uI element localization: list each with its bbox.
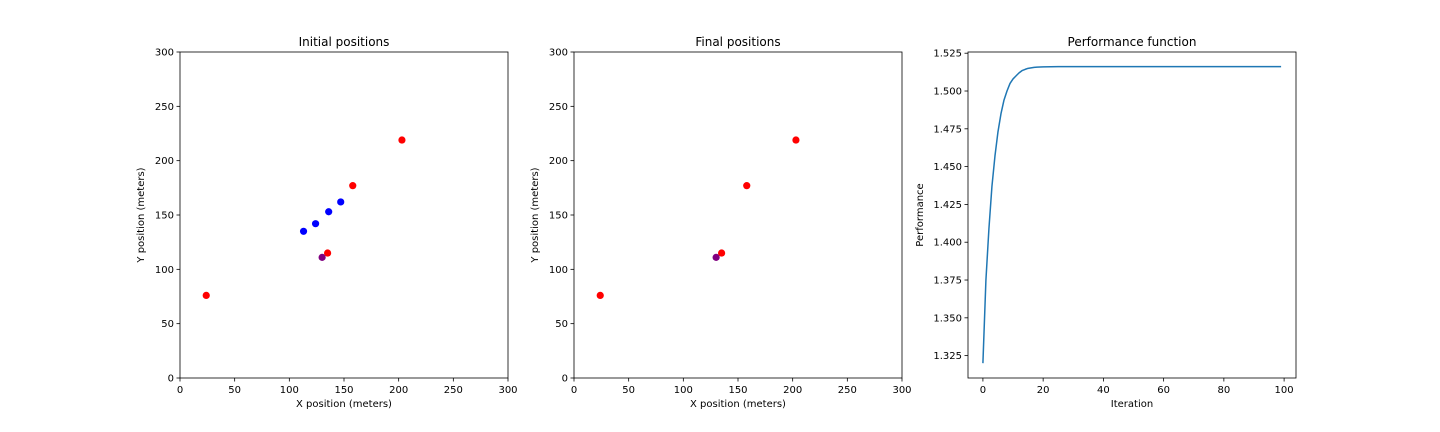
x-tick-label: 100 <box>1275 385 1294 396</box>
y-tick-label: 50 <box>161 319 174 330</box>
data-point <box>596 291 604 300</box>
y-tick-label: 300 <box>155 48 174 59</box>
axes-frame <box>967 51 1297 379</box>
y-axis-label: Y position (meters) <box>530 167 541 263</box>
y-tick-label: 150 <box>155 211 174 222</box>
x-tick-label: 300 <box>498 385 517 396</box>
y-tick-label: 250 <box>549 102 568 113</box>
y-tick-label: 1.350 <box>933 313 962 324</box>
data-point <box>712 253 720 261</box>
x-axis-label: Iteration <box>1111 399 1153 410</box>
chart-title: Final positions <box>695 35 780 49</box>
y-tick-label: 100 <box>549 265 568 276</box>
y-tick-label: 1.400 <box>933 238 962 249</box>
y-tick-label: 0 <box>168 374 174 385</box>
data-point <box>318 253 326 261</box>
y-tick-label: 1.450 <box>933 162 962 173</box>
x-tick-label: 150 <box>334 385 353 396</box>
x-tick-label: 80 <box>1217 385 1230 396</box>
y-tick-label: 100 <box>155 265 174 276</box>
x-tick-label: 0 <box>571 385 577 396</box>
axes-frame <box>573 51 903 379</box>
y-tick-label: 150 <box>549 211 568 222</box>
data-point <box>718 249 726 257</box>
y-axis-label: Performance <box>915 183 926 246</box>
x-tick-label: 0 <box>980 385 986 396</box>
x-tick-label: 200 <box>389 385 408 396</box>
axes-frame <box>179 51 509 379</box>
data-point <box>299 227 308 235</box>
y-tick-label: 0 <box>562 374 568 385</box>
performance-function-panel: Performance function 0 20 40 60 80 100 1.325 1.3… <box>915 35 1297 410</box>
x-tick-label: 50 <box>228 385 241 396</box>
y-tick-label: 50 <box>555 319 568 330</box>
series-line <box>982 65 1282 364</box>
data-point <box>792 136 800 144</box>
data-point <box>349 182 357 190</box>
data-point <box>202 291 210 300</box>
chart-title: Performance function <box>1068 35 1197 49</box>
x-tick-label: 250 <box>838 385 857 396</box>
y-tick-label: 1.500 <box>933 87 962 98</box>
x-tick-label: 100 <box>674 385 693 396</box>
data-point <box>324 249 332 257</box>
data-point <box>337 198 345 206</box>
x-tick-label: 150 <box>728 385 747 396</box>
y-tick-label: 200 <box>549 156 568 167</box>
data-point <box>311 220 320 228</box>
x-tick-label: 20 <box>1037 385 1050 396</box>
y-tick-label: 200 <box>155 156 174 167</box>
data-point <box>398 136 406 144</box>
initial-positions-panel: Initial positions 0 50 100 150 200 250 300 0 50 10… <box>136 35 518 410</box>
x-tick-label: 60 <box>1157 385 1170 396</box>
x-axis-label: X position (meters) <box>296 399 392 410</box>
y-tick-label: 1.325 <box>933 351 962 362</box>
y-tick-label: 300 <box>549 48 568 59</box>
x-tick-label: 40 <box>1097 385 1110 396</box>
y-tick-label: 1.525 <box>933 49 962 60</box>
y-axis-label: Y position (meters) <box>136 167 147 263</box>
x-tick-label: 50 <box>622 385 635 396</box>
x-tick-label: 200 <box>783 385 802 396</box>
y-tick-label: 250 <box>155 102 174 113</box>
y-tick-label: 1.425 <box>933 200 962 211</box>
data-point <box>325 208 333 216</box>
final-positions-panel: Final positions 0 50 100 150 200 250 300 0 50 100 1… <box>530 35 912 410</box>
data-point <box>743 182 751 190</box>
x-axis-label: X position (meters) <box>690 399 786 410</box>
x-tick-label: 250 <box>444 385 463 396</box>
chart-title: Initial positions <box>299 35 390 49</box>
y-tick-label: 1.475 <box>933 124 962 135</box>
x-tick-label: 100 <box>280 385 299 396</box>
x-tick-label: 0 <box>177 385 183 396</box>
x-tick-label: 300 <box>892 385 911 396</box>
y-tick-label: 1.375 <box>933 276 962 287</box>
